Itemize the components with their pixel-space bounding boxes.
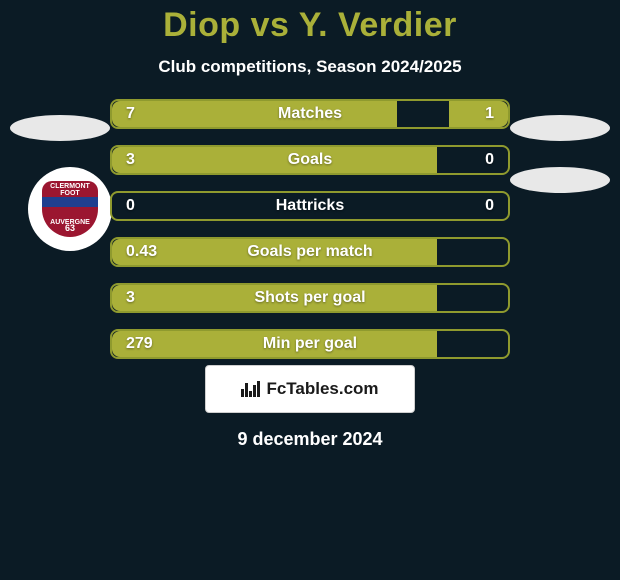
stat-label: Matches [112,105,508,123]
stat-row: 0Hattricks0 [110,191,510,221]
page-title: Diop vs Y. Verdier [0,0,620,45]
source-badge: FcTables.com [205,365,415,413]
club-logo-top-text: CLERMONT FOOT [42,183,98,197]
stat-row: 3Goals0 [110,145,510,175]
club-logo-shield: CLERMONT FOOT AUVERGNE 63 [42,181,98,237]
stat-value-right: 1 [485,105,494,123]
stat-label: Hattricks [112,197,508,215]
club-logo-number: 63 [42,223,98,233]
stat-label: Goals per match [112,243,508,261]
source-badge-text: FcTables.com [266,379,378,399]
club-logo-stripe [42,197,98,207]
stat-value-right: 0 [485,151,494,169]
stat-label: Min per goal [112,335,508,353]
club-logo-left: CLERMONT FOOT AUVERGNE 63 [28,167,112,251]
stat-row: 7Matches1 [110,99,510,129]
stat-label: Goals [112,151,508,169]
club-logo-outer-ring: CLERMONT FOOT AUVERGNE 63 [28,167,112,251]
player-photo-right-placeholder [510,115,610,141]
stat-value-right: 0 [485,197,494,215]
stats-rows: 7Matches13Goals00Hattricks00.43Goals per… [110,99,510,375]
player-photo-left-placeholder [10,115,110,141]
stat-row: 279Min per goal [110,329,510,359]
club-logo-right-placeholder [510,167,610,193]
subtitle: Club competitions, Season 2024/2025 [0,57,620,77]
comparison-canvas: Diop vs Y. Verdier Club competitions, Se… [0,0,620,580]
stat-row: 0.43Goals per match [110,237,510,267]
date-text: 9 december 2024 [0,429,620,450]
stat-label: Shots per goal [112,289,508,307]
bar-chart-icon [241,381,260,397]
stat-row: 3Shots per goal [110,283,510,313]
